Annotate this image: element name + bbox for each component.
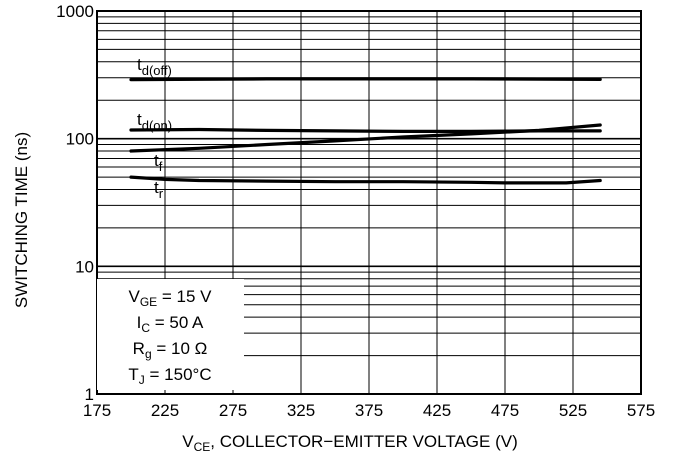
x-tick-label: 275 [219, 401, 247, 420]
series-label-sub: d(off) [142, 63, 172, 78]
x-tick-label: 225 [151, 401, 179, 420]
x-axis-title-main: V [182, 432, 194, 451]
series-line-doff [131, 79, 600, 80]
series-label-sub: d(on) [142, 118, 172, 133]
y-tick-label: 10 [75, 257, 94, 276]
x-tick-label: 375 [355, 401, 383, 420]
series-label-sub: f [159, 159, 163, 174]
series-label-doff: td(off) [137, 55, 172, 78]
x-tick-label: 425 [423, 401, 451, 420]
x-axis-title-rest: , COLLECTOR−EMITTER VOLTAGE (V) [210, 432, 517, 451]
conditions-box: VGE = 15 V IC = 50 A Rg = 10 Ω TJ = 150°… [97, 279, 244, 390]
x-tick-label: 325 [287, 401, 315, 420]
condition-rg: Rg = 10 Ω [133, 339, 208, 361]
y-tick-label: 1 [85, 385, 94, 404]
x-tick-label: 575 [627, 401, 655, 420]
series-label-r: tr [154, 178, 164, 201]
series-label-f: tf [154, 151, 163, 174]
y-axis-title: SWITCHING TIME (ns) [12, 132, 31, 308]
series-label-don: td(on) [137, 110, 172, 133]
x-axis-title: VCE, COLLECTOR−EMITTER VOLTAGE (V) [182, 432, 518, 454]
x-tick-label: 475 [491, 401, 519, 420]
series-label-sub: r [159, 186, 164, 201]
y-tick-label: 1000 [56, 2, 94, 21]
x-tick-label: 525 [559, 401, 587, 420]
series-line-r [131, 177, 600, 183]
x-axis-title-sub: CE [194, 440, 211, 454]
y-tick-label: 100 [66, 130, 94, 149]
